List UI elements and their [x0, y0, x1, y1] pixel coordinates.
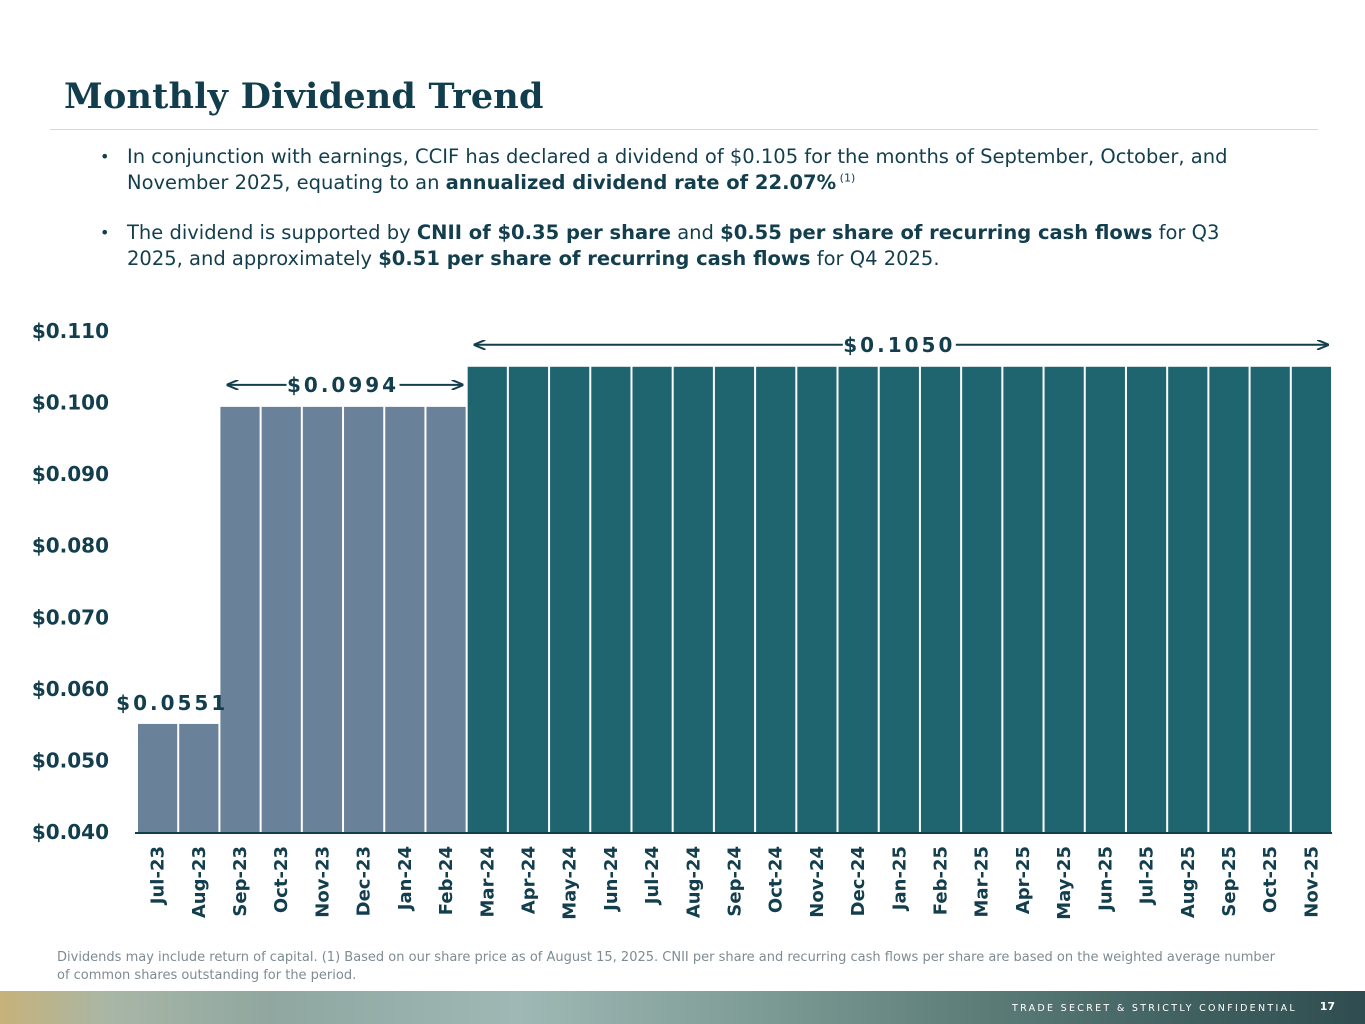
bar	[1209, 366, 1249, 832]
bar	[962, 366, 1002, 832]
bar	[1168, 366, 1208, 832]
y-tick-label: $0.110	[32, 319, 109, 343]
bar	[1250, 366, 1290, 832]
x-tick-label: Aug-24	[683, 846, 704, 918]
page-title: Monthly Dividend Trend	[64, 76, 544, 117]
x-tick-label: Jul-25	[1137, 846, 1158, 906]
x-tick-label: Nov-24	[807, 846, 828, 918]
x-tick-label: Dec-24	[848, 846, 869, 916]
bar	[632, 366, 672, 832]
bar	[920, 366, 961, 832]
confidentiality-notice: TRADE SECRET & STRICTLY CONFIDENTIAL	[1011, 1003, 1297, 1014]
bar	[673, 366, 713, 832]
bar	[756, 366, 796, 832]
bars	[138, 366, 1331, 832]
bullet-emphasis: $0.51 per share of recurring cash flows	[378, 247, 811, 270]
bullet-text: In conjunction with earnings, CCIF has d…	[127, 145, 1228, 194]
footer-band	[0, 991, 1365, 1024]
bar	[467, 366, 507, 832]
dividend-bar-chart: $0.040 $0.050 $0.060 $0.070 $0.080 $0.090 $0.1…	[32, 319, 1332, 920]
bar	[302, 406, 343, 832]
y-tick-label: $0.100	[32, 391, 109, 415]
bar	[426, 406, 466, 832]
bar	[344, 406, 384, 832]
x-tick-label: Sep-23	[230, 846, 251, 917]
value-annotations: $0.0551 $0.0994 $0.1050	[116, 333, 1328, 715]
bullet-emphasis: annualized dividend rate of 22.07%	[445, 171, 837, 194]
bar	[508, 366, 549, 832]
x-tick-label: Aug-25	[1178, 846, 1199, 918]
x-tick-label: Dec-23	[354, 846, 375, 916]
bar	[591, 366, 631, 832]
x-tick-label: Mar-25	[972, 846, 993, 917]
title-divider	[50, 129, 1318, 130]
bar	[1044, 366, 1084, 832]
x-tick-label: Jun-24	[601, 846, 622, 913]
x-axis-labels: Jul-23 Aug-23 Sep-23 Oct-23 Nov-23 Dec-23 Jan-…	[148, 846, 1323, 920]
bullet-text: for Q3 2025, and approximately	[127, 221, 1220, 270]
bar	[1003, 366, 1043, 832]
x-tick-label: Jan-25	[889, 846, 910, 912]
bar	[797, 366, 837, 832]
x-tick-label: Jun-25	[1095, 846, 1116, 913]
x-tick-label: Sep-24	[725, 846, 746, 917]
y-tick-label: $0.080	[32, 534, 109, 558]
bar	[1126, 366, 1167, 832]
x-tick-label: Apr-24	[518, 846, 539, 914]
bar	[714, 366, 755, 832]
bar	[138, 723, 178, 832]
x-tick-label: Nov-23	[312, 846, 333, 918]
value-label: $0.1050	[843, 333, 955, 357]
x-tick-label: Oct-23	[271, 846, 292, 913]
y-axis-labels: $0.040 $0.050 $0.060 $0.070 $0.080 $0.090 $0.1…	[32, 319, 109, 844]
x-tick-label: Feb-25	[931, 846, 952, 915]
x-tick-label: Jul-24	[642, 846, 663, 906]
x-tick-label: Aug-23	[189, 846, 210, 918]
x-tick-label: Jul-23	[148, 846, 169, 906]
x-tick-label: May-25	[1054, 846, 1075, 920]
y-tick-label: $0.070	[32, 605, 109, 629]
bullet-item: The dividend is supported by CNII of $0.…	[100, 220, 1280, 272]
bullet-emphasis: CNII of $0.35 per share	[416, 221, 672, 244]
bar	[550, 366, 590, 832]
x-tick-label: Nov-25	[1301, 846, 1322, 918]
x-tick-label: Mar-24	[477, 846, 498, 917]
x-tick-label: Oct-25	[1260, 846, 1281, 913]
footnote-ref: (1)	[836, 171, 856, 185]
bar	[1291, 366, 1331, 832]
bar	[385, 406, 425, 832]
x-tick-label: Oct-24	[766, 846, 787, 913]
x-tick-label: Jan-24	[395, 846, 416, 912]
bullet-text: The dividend is supported by	[127, 221, 417, 244]
bar	[879, 366, 919, 832]
y-tick-label: $0.090	[32, 462, 109, 486]
x-tick-label: Feb-24	[436, 846, 457, 915]
y-tick-label: $0.040	[32, 820, 109, 844]
bullet-text: and	[671, 221, 721, 244]
x-tick-label: May-24	[560, 846, 581, 920]
bullet-text: for Q4 2025.	[810, 247, 940, 270]
page-number: 17	[1319, 1000, 1335, 1013]
bullet-item: In conjunction with earnings, CCIF has d…	[100, 144, 1280, 196]
bar	[179, 723, 219, 832]
bullet-emphasis: $0.55 per share of recurring cash flows	[720, 221, 1153, 244]
x-tick-label: Apr-25	[1013, 846, 1034, 914]
bar	[838, 366, 878, 832]
value-label: $0.0551	[116, 691, 228, 715]
bar	[220, 406, 260, 832]
bar	[261, 406, 301, 832]
value-label: $0.0994	[287, 373, 399, 397]
x-tick-label: Sep-25	[1219, 846, 1240, 917]
bullet-list: In conjunction with earnings, CCIF has d…	[100, 144, 1280, 296]
bar	[1085, 366, 1125, 832]
y-tick-label: $0.050	[32, 748, 109, 772]
footnote: Dividends may include return of capital.…	[57, 950, 1275, 983]
y-tick-label: $0.060	[32, 677, 109, 701]
